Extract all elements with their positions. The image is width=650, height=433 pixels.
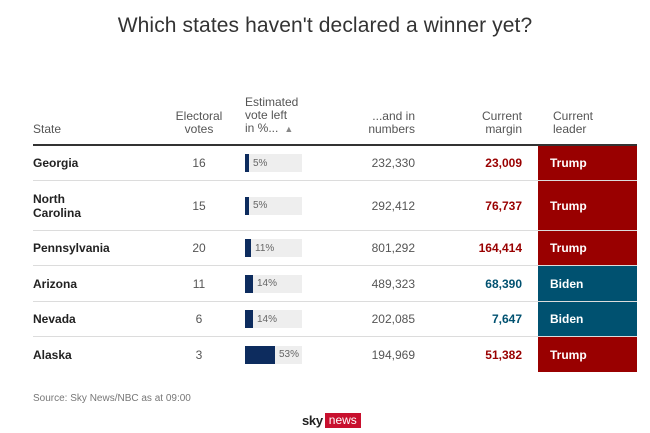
header-label-line: Current	[553, 109, 594, 123]
vote-left-label: 5%	[253, 157, 268, 169]
current-margin: 68,390	[485, 276, 522, 291]
vote-left-numbers: 292,412	[371, 198, 415, 213]
current-leader-badge: Trump	[538, 146, 637, 180]
current-leader-badge: Trump	[538, 337, 637, 372]
state-name: Nevada	[33, 302, 143, 336]
header-label-line: Estimated	[245, 95, 299, 109]
vote-left-label: 11%	[255, 242, 275, 254]
header-label-line: ...and in	[372, 109, 415, 123]
state-name: Pennsylvania	[33, 231, 143, 265]
sort-ascending-icon[interactable]: ▲	[284, 124, 294, 134]
header-label-line: Electoral	[175, 109, 223, 123]
vote-left-numbers: 202,085	[371, 312, 415, 326]
vote-left-cell: 5%	[245, 181, 305, 230]
electoral-votes: 20	[192, 241, 206, 255]
table-row: Alaska 3 53% 194,969 51,382 Trump	[33, 337, 637, 372]
header-label-line: Current	[481, 109, 522, 123]
current-margin: 76,737	[485, 198, 522, 213]
state-name-line: Pennsylvania	[33, 241, 110, 255]
sky-news-logo: sky news	[302, 413, 361, 428]
current-margin: 164,414	[478, 241, 522, 255]
electoral-votes: 11	[192, 276, 206, 291]
header-electoral-votes: Electoral votes	[145, 110, 253, 136]
vote-left-bar-track: 14%	[245, 274, 302, 293]
vote-left-cell: 14%	[245, 302, 305, 336]
header-label-line: vote left	[245, 108, 288, 122]
electoral-votes: 16	[192, 156, 206, 170]
table-row: Pennsylvania 20 11% 801,292 164,414 Trump	[33, 231, 637, 266]
current-leader-badge: Biden	[538, 266, 637, 301]
vote-left-label: 14%	[257, 278, 278, 289]
electoral-votes: 15	[192, 198, 206, 213]
source-note: Source: Sky News/NBC as at 09:00	[33, 393, 191, 404]
state-name: Alaska	[33, 337, 143, 372]
vote-left-cell: 11%	[245, 231, 305, 265]
current-margin: 7,647	[491, 312, 522, 326]
vote-left-bar-track: 11%	[245, 239, 302, 257]
vote-left-label: 14%	[257, 313, 278, 325]
vote-left-cell: 14%	[245, 266, 305, 301]
state-name-line: North	[33, 191, 65, 206]
state-name: North Carolina	[33, 181, 143, 230]
state-name-line: Georgia	[33, 156, 79, 170]
table-row: Nevada 6 14% 202,085 7,647 Biden	[33, 302, 637, 337]
vote-left-cell: 53%	[245, 337, 305, 372]
vote-left-bar-track: 5%	[245, 154, 302, 172]
current-leader-badge: Biden	[538, 302, 637, 336]
vote-left-bar	[245, 345, 275, 364]
vote-left-numbers: 194,969	[371, 347, 415, 362]
header-vote-left-numbers: ...and in numbers	[323, 110, 415, 136]
vote-left-bar-track: 5%	[245, 196, 302, 215]
state-name: Arizona	[33, 266, 143, 301]
header-state: State	[33, 123, 133, 136]
vote-left-bar	[245, 310, 253, 328]
header-vote-left-pct[interactable]: Estimated vote left in %... ▲	[245, 96, 335, 136]
current-leader-badge: Trump	[538, 181, 637, 230]
vote-left-label: 5%	[253, 200, 268, 211]
header-label-line: numbers	[368, 122, 415, 136]
vote-left-bar	[245, 154, 249, 172]
header-leader: Current leader	[553, 110, 637, 136]
header-label-line: votes	[184, 122, 214, 136]
table-row: Arizona 11 14% 489,323 68,390 Biden	[33, 266, 637, 302]
header-label-line: State	[33, 122, 62, 136]
table-body: Georgia 16 5% 232,330 23,009 Trump North Caroli…	[33, 146, 637, 372]
electoral-votes: 6	[195, 312, 203, 326]
vote-left-cell: 5%	[245, 146, 305, 180]
vote-left-bar	[245, 274, 253, 293]
logo-sky-text: sky	[302, 413, 323, 428]
state-name: Georgia	[33, 146, 143, 180]
electoral-votes: 3	[195, 347, 203, 362]
table-row: North Carolina 15 5% 292,412 76,737 Trump	[33, 181, 637, 231]
vote-left-numbers: 801,292	[371, 241, 415, 255]
vote-left-numbers: 489,323	[371, 276, 415, 291]
header-rule	[33, 144, 637, 146]
current-margin: 51,382	[485, 347, 522, 362]
header-label-line: margin	[485, 122, 522, 136]
current-leader-badge: Trump	[538, 231, 637, 265]
vote-left-bar-track: 14%	[245, 310, 302, 328]
page-title: Which states haven't declared a winner y…	[117, 14, 533, 37]
header-label-line: leader	[553, 122, 587, 136]
header-margin: Current margin	[433, 110, 522, 136]
vote-left-bar	[245, 196, 249, 215]
header-label-line: in %... ▲	[245, 121, 294, 135]
vote-left-bar	[245, 239, 251, 257]
table-header: State Electoral votes Estimated vote left i…	[33, 92, 637, 136]
vote-left-numbers: 232,330	[371, 156, 415, 170]
state-name-line: Nevada	[33, 312, 76, 326]
logo-news-text: news	[324, 413, 361, 428]
vote-left-bar-track: 53%	[245, 345, 302, 364]
table-row: Georgia 16 5% 232,330 23,009 Trump	[33, 146, 637, 181]
vote-left-label: 53%	[279, 349, 300, 360]
current-margin: 23,009	[485, 156, 522, 170]
state-name-line: Carolina	[33, 205, 82, 220]
state-name-line: Alaska	[33, 347, 72, 362]
state-name-line: Arizona	[33, 276, 78, 291]
